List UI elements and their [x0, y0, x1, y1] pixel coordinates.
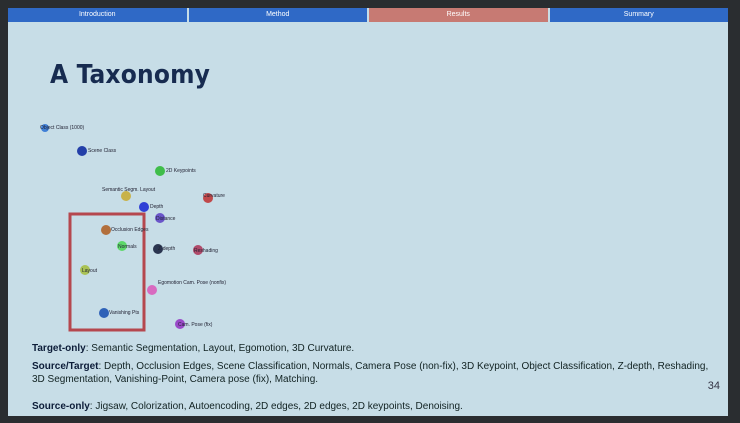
caption-source-target: Source/Target: Depth, Occlusion Edges, S… — [32, 360, 712, 386]
point-object-class-marker — [41, 124, 49, 132]
point-depth-marker — [139, 202, 149, 212]
point-layout: Layout — [80, 265, 98, 275]
point-z-depth-label: Z-depth — [158, 246, 175, 252]
point-cam-pose-fix: Cam. Pose (fix) — [175, 319, 213, 329]
caption-target-only-text: : Semantic Segmentation, Layout, Egomoti… — [85, 343, 355, 354]
point-reshading-marker — [193, 245, 203, 255]
point-semantic-layout: Semantic Segm. Layout — [102, 187, 156, 201]
highlight-box — [68, 212, 146, 332]
point-reshading-label: Reshading — [194, 248, 218, 254]
point-distance-label: Distance — [156, 216, 176, 222]
point-object-class-label: Object Class (1000) — [40, 125, 85, 131]
caption-target-only: Target-only: Semantic Segmentation, Layo… — [32, 342, 354, 355]
point-reshading: Reshading — [193, 245, 218, 255]
point-semantic-layout-label: Semantic Segm. Layout — [102, 187, 156, 193]
caption-source-only: Source-only: Jigsaw, Colorization, Autoe… — [32, 400, 463, 413]
point-2d-keypoints-label: 2D Keypoints — [166, 168, 196, 174]
point-normals: Normals — [117, 241, 137, 251]
point-vanishing-pts-marker — [99, 308, 109, 318]
point-depth-label: Depth — [150, 204, 164, 210]
nav-tab-introduction: Introduction — [8, 8, 187, 22]
taxonomy-scatter: Object Class (1000) Scene Class 2D Keypo… — [40, 124, 226, 332]
point-occlusion-edges: Occlusion Edges — [101, 225, 149, 235]
point-normals-label: Normals — [118, 244, 137, 250]
point-object-class: Object Class (1000) — [40, 124, 85, 132]
caption-source-target-label: Source/Target — [32, 361, 99, 372]
point-curvature-label: Curvature — [203, 193, 225, 199]
point-curvature: Curvature — [203, 193, 225, 203]
point-occlusion-edges-marker — [101, 225, 111, 235]
point-2d-keypoints: 2D Keypoints — [155, 166, 196, 176]
projected-slide: Introduction Method Results Summary A Ta… — [8, 8, 728, 416]
point-scene-class: Scene Class — [77, 146, 117, 156]
slide-title: A Taxonomy — [50, 60, 211, 90]
caption-target-only-label: Target-only — [32, 343, 86, 354]
slide-nav: Introduction Method Results Summary — [8, 8, 728, 22]
caption-source-target-text: : Depth, Occlusion Edges, Scene Classifi… — [32, 361, 709, 385]
point-vanishing-pts: Vanishing Pts — [99, 308, 140, 318]
point-scene-class-marker — [77, 146, 87, 156]
point-scene-class-label: Scene Class — [88, 148, 117, 154]
caption-source-only-label: Source-only — [32, 401, 90, 412]
point-distance: Distance — [155, 213, 176, 223]
point-egomotion-marker — [147, 285, 157, 295]
nav-tab-method: Method — [188, 8, 367, 22]
point-depth: Depth — [139, 202, 164, 212]
caption-source-only-text: : Jigsaw, Colorization, Autoencoding, 2D… — [89, 401, 463, 412]
point-cam-pose-fix-marker — [175, 319, 185, 329]
point-z-depth: Z-depth — [153, 244, 175, 254]
point-occlusion-edges-label: Occlusion Edges — [111, 227, 149, 233]
point-cam-pose-fix-label: Cam. Pose (fix) — [178, 322, 213, 328]
point-semantic-layout-marker — [121, 191, 131, 201]
slide-page-number: 34 — [707, 380, 720, 392]
point-distance-marker — [155, 213, 165, 223]
point-normals-marker — [117, 241, 127, 251]
nav-tab-results: Results — [369, 8, 548, 22]
point-egomotion-label: Egomotion Cam. Pose (nonfix) — [158, 280, 226, 286]
point-vanishing-pts-label: Vanishing Pts — [109, 310, 140, 316]
point-egomotion: Egomotion Cam. Pose (nonfix) — [147, 280, 226, 295]
point-layout-marker — [80, 265, 90, 275]
point-z-depth-marker — [153, 244, 163, 254]
point-2d-keypoints-marker — [155, 166, 165, 176]
point-curvature-marker — [203, 193, 213, 203]
point-layout-label: Layout — [82, 268, 98, 274]
nav-tab-summary: Summary — [549, 8, 728, 22]
